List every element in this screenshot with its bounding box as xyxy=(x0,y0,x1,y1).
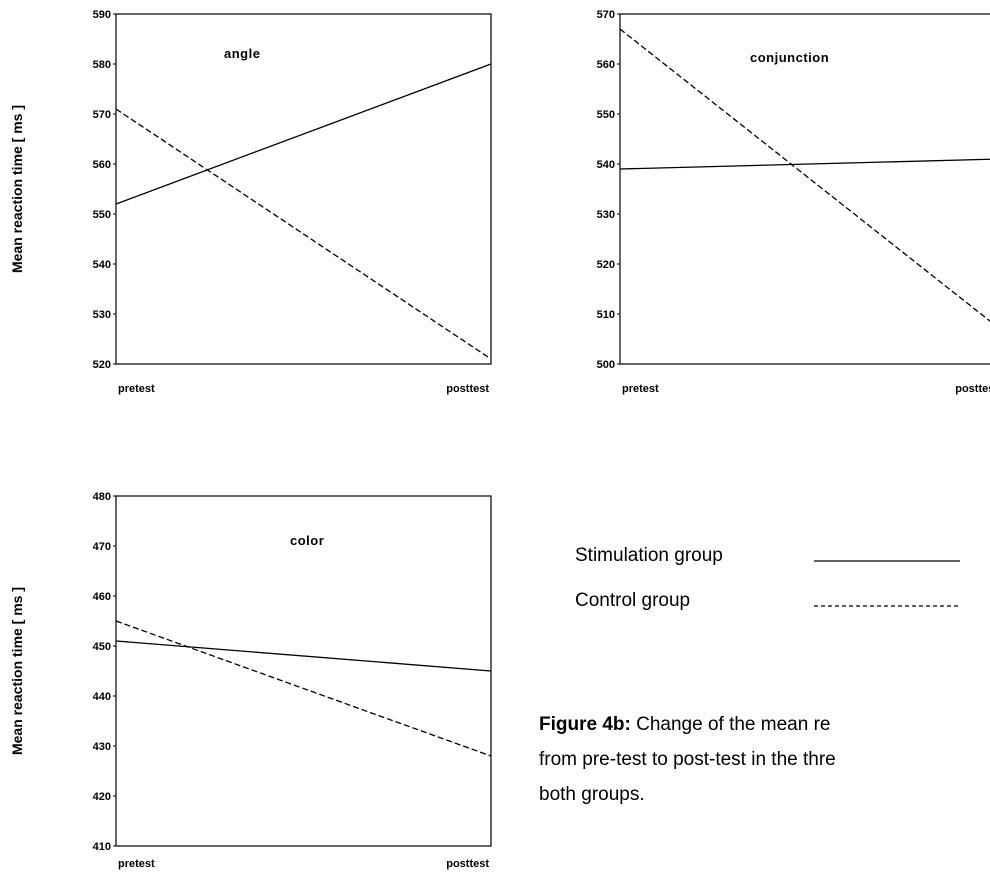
conjunction-y-tick-label: 550 xyxy=(597,109,615,121)
angle-series-control xyxy=(115,108,492,360)
conjunction-y-tick-label: 570 xyxy=(597,9,615,21)
conjunction-y-tick-label: 520 xyxy=(597,259,615,271)
caption-line-3: both groups. xyxy=(539,784,645,805)
angle-y-tick-label: 560 xyxy=(93,159,111,171)
legend-control-label: Control group xyxy=(575,590,691,611)
color-series-stimulation xyxy=(115,640,492,672)
caption-figure-label: Figure 4b: xyxy=(539,714,631,735)
color-x-label-pretest: pretest xyxy=(118,858,155,870)
color-y-tick-label: 460 xyxy=(93,591,111,603)
conjunction-panel-title: conjunction xyxy=(750,50,829,65)
color-panel-title: color xyxy=(290,533,324,548)
angle-y-tick-label: 580 xyxy=(93,59,111,71)
caption-line-2: from pre-test to post-test in the thre xyxy=(539,749,836,770)
conjunction-x-label-pretest: pretest xyxy=(622,383,659,395)
conjunction-plot-frame xyxy=(619,13,990,365)
conjunction-y-tick-label: 560 xyxy=(597,59,615,71)
angle-x-label-pretest: pretest xyxy=(118,383,155,395)
angle-y-axis-label: Mean reaction time [ ms ] xyxy=(9,105,25,273)
conjunction-x-label-posttest: posttest xyxy=(955,383,990,395)
angle-plot-frame xyxy=(115,13,492,365)
color-y-tick-label: 440 xyxy=(93,691,111,703)
conjunction-series-stimulation xyxy=(619,158,990,170)
angle-y-tick-label: 550 xyxy=(93,209,111,221)
caption-line-1: Figure 4b: Change of the mean re xyxy=(539,707,990,742)
conjunction-y-tick-label: 530 xyxy=(597,209,615,221)
angle-y-tick-label: 520 xyxy=(93,359,111,371)
legend-samples xyxy=(814,560,960,607)
caption-text-1: Change of the mean re xyxy=(630,714,831,735)
color-y-tick-label: 450 xyxy=(93,641,111,653)
conjunction-y-tick-label: 540 xyxy=(597,159,615,171)
color-y-tick-label: 410 xyxy=(93,841,111,853)
angle-y-tick-label: 530 xyxy=(93,309,111,321)
color-y-tick-label: 480 xyxy=(93,491,111,503)
legend-stimulation-label: Stimulation group xyxy=(575,545,723,566)
color-x-label-posttest: posttest xyxy=(446,858,489,870)
conjunction-series-control xyxy=(619,28,990,322)
color-y-tick-label: 420 xyxy=(93,791,111,803)
color-y-tick-label: 470 xyxy=(93,541,111,553)
angle-x-label-posttest: posttest xyxy=(446,383,489,395)
angle-y-tick-label: 540 xyxy=(93,259,111,271)
color-y-axis-label: Mean reaction time [ ms ] xyxy=(9,587,25,755)
figure-caption: Figure 4b: Change of the mean re from pr… xyxy=(539,707,990,812)
conjunction-y-tick-label: 510 xyxy=(597,309,615,321)
color-y-tick-label: 430 xyxy=(93,741,111,753)
angle-y-tick-label: 570 xyxy=(93,109,111,121)
angle-panel-title: angle xyxy=(224,46,260,61)
color-plot-frame xyxy=(115,495,492,847)
color-series-control xyxy=(115,620,492,757)
angle-series-stimulation xyxy=(115,63,492,205)
angle-y-tick-label: 590 xyxy=(93,9,111,21)
conjunction-y-tick-label: 500 xyxy=(597,359,615,371)
